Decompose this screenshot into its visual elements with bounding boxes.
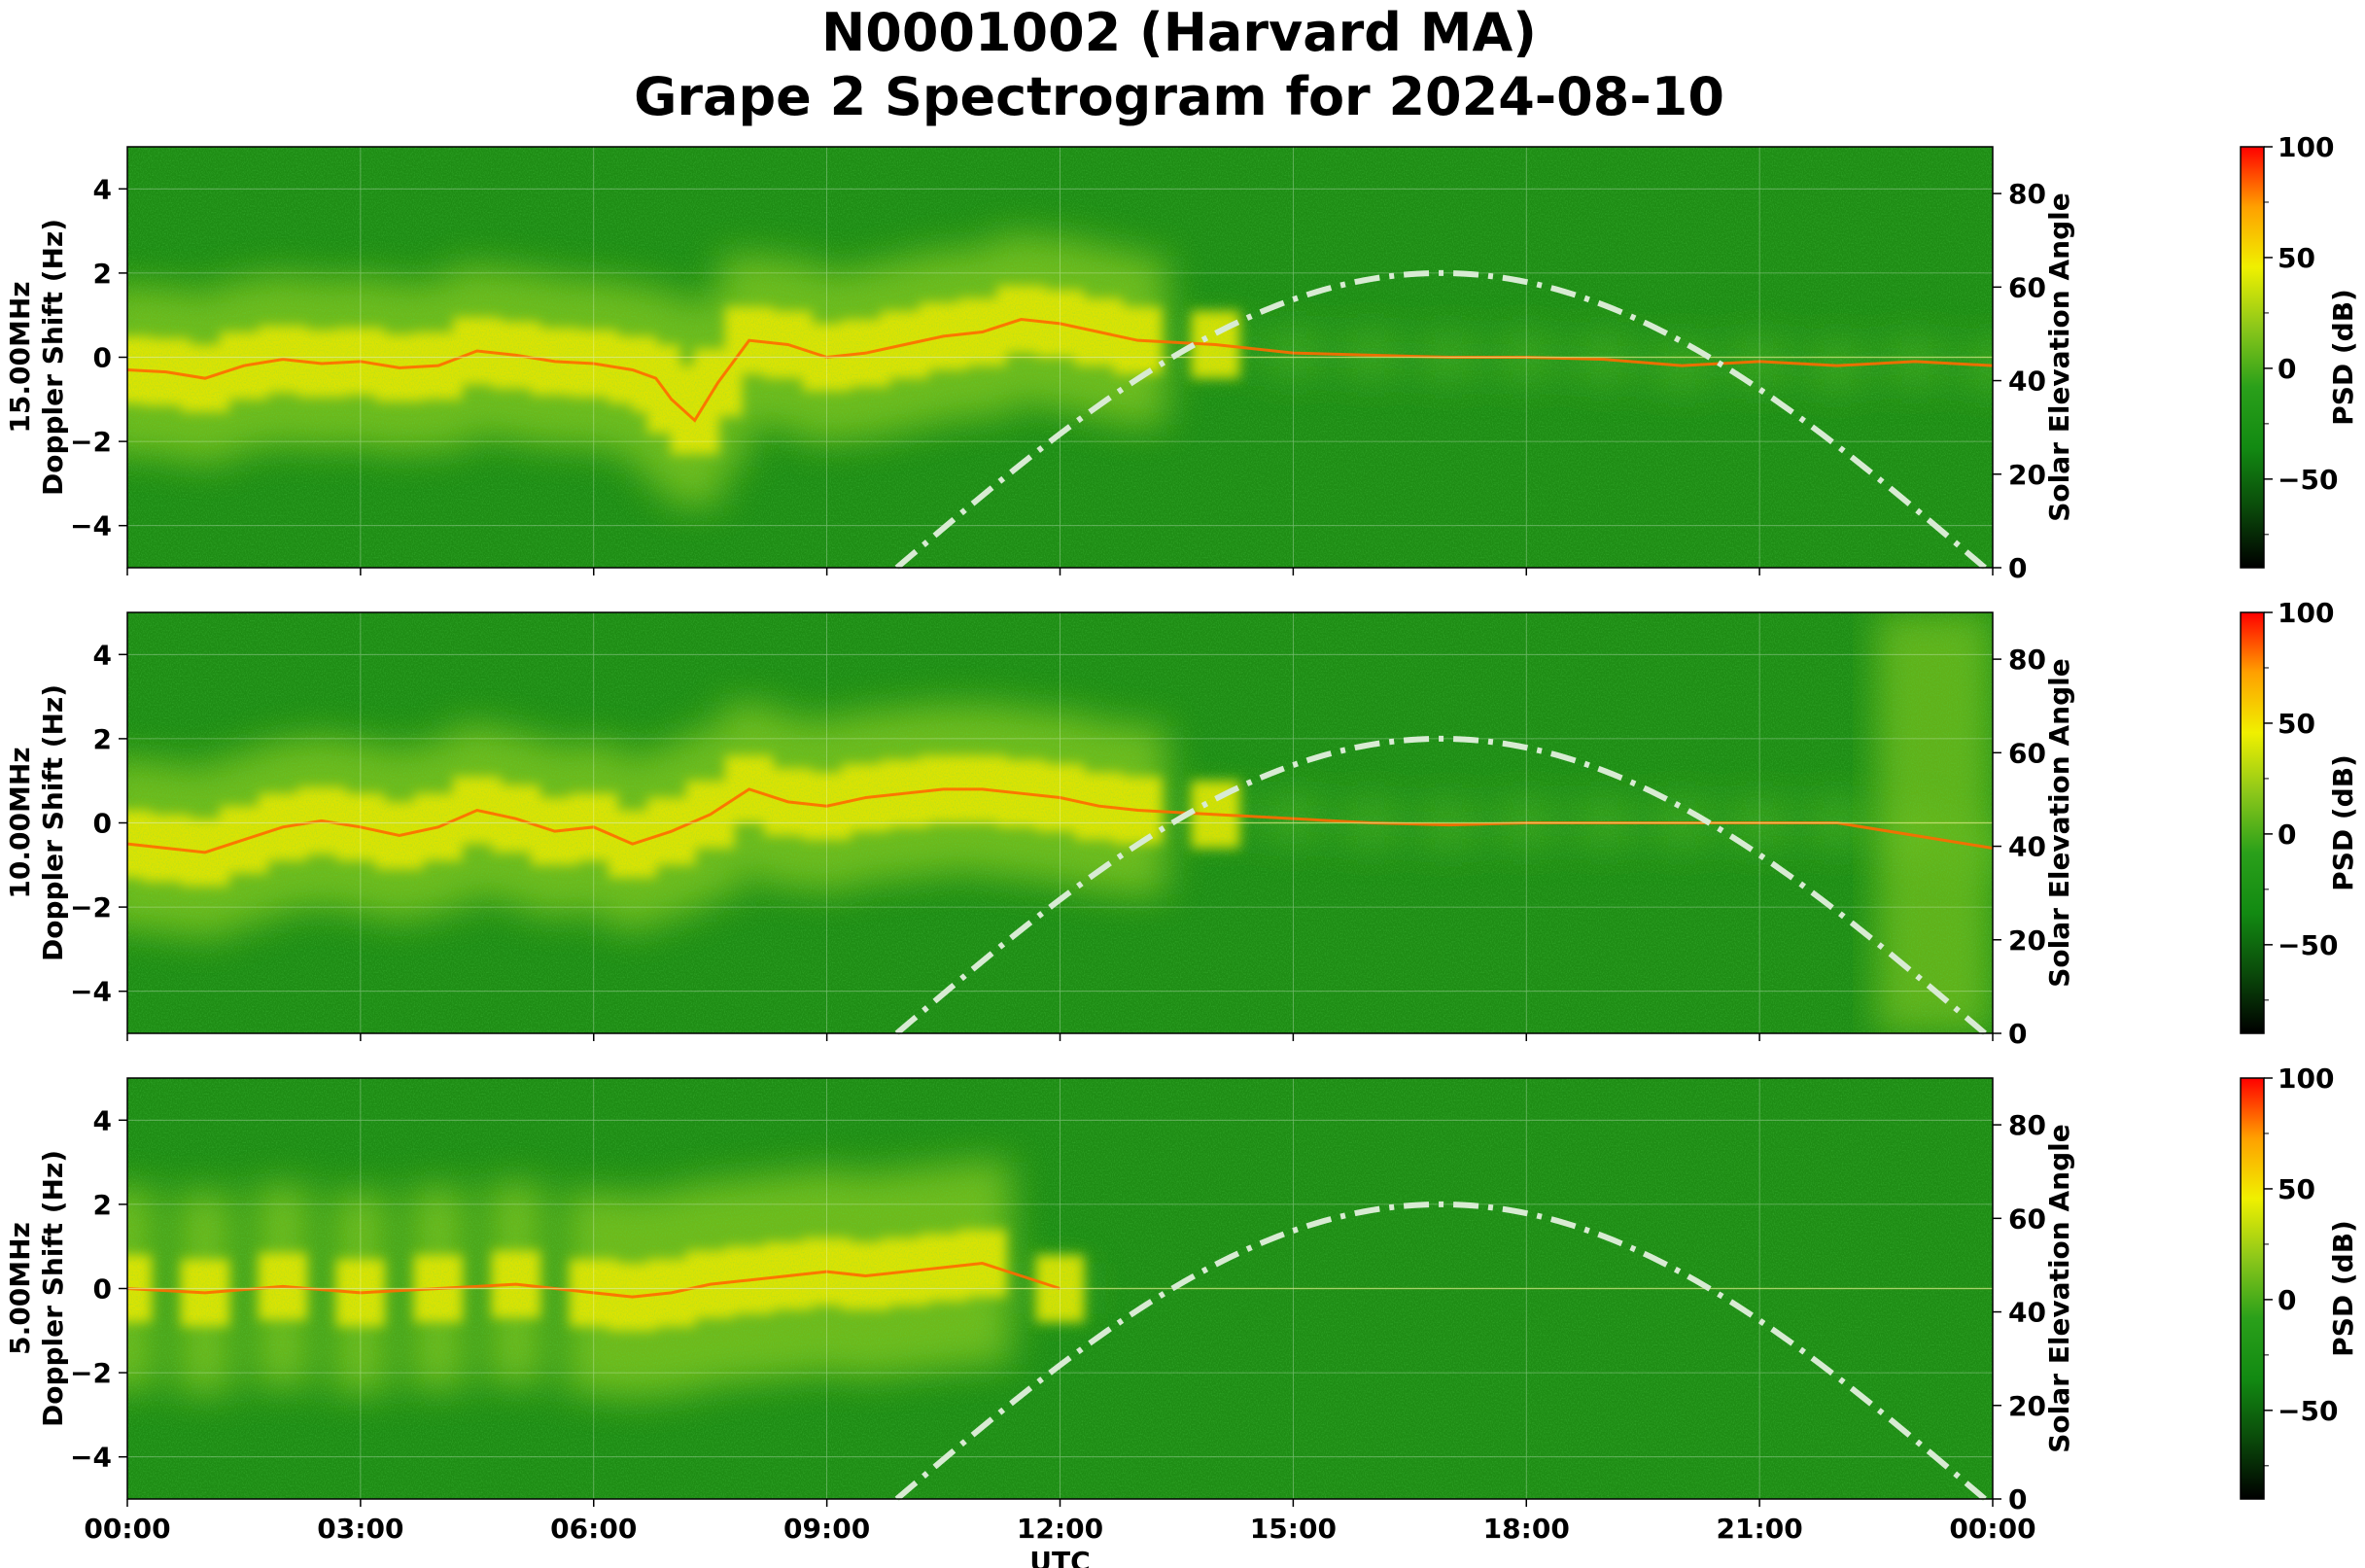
gridlines xyxy=(127,147,1993,568)
band-label: 15.00MHz xyxy=(4,281,36,433)
y-tick-label: 0 xyxy=(93,1273,112,1306)
colorbar-tick-label: 0 xyxy=(2278,819,2296,851)
colorbar-tick-label: −50 xyxy=(2278,464,2338,496)
y2-axis-label: Solar Elevation Angle xyxy=(2043,192,2075,521)
x-tick-label: 21:00 xyxy=(1717,1513,1803,1545)
y-tick-label: 0 xyxy=(93,342,112,374)
heatmap-image xyxy=(127,147,1993,568)
solar-elevation-line xyxy=(894,735,1987,1036)
gridlines xyxy=(127,1078,1993,1499)
colorbar-5.00MHz: 100 50 0 −50 PSD (dB) xyxy=(2240,1063,2359,1500)
y-tick-label: 4 xyxy=(93,173,112,205)
colorbar-15.00MHz: 100 50 0 −50 PSD (dB) xyxy=(2240,131,2359,569)
y2-tick-label: 20 xyxy=(2008,1390,2046,1422)
y2-tick-label: 0 xyxy=(2008,552,2027,584)
colorbars: 100 50 0 −50 PSD (dB) 100 50 0 −50 PSD (dB) 100 50 0… xyxy=(2240,131,2359,1500)
y2-tick-label: 20 xyxy=(2008,924,2046,957)
y2-tick-label: 80 xyxy=(2008,178,2046,210)
x-axis-label: UTC xyxy=(1029,1546,1090,1568)
heatmap-image xyxy=(127,612,1993,1033)
y2-tick-label: 0 xyxy=(2008,1018,2027,1050)
y-tick-label: −4 xyxy=(70,976,112,1008)
colorbar-label: PSD (dB) xyxy=(2327,754,2359,891)
y-axis-label: Doppler Shift (Hz) xyxy=(37,1150,69,1427)
colorbar-tick-label: −50 xyxy=(2278,1395,2338,1427)
colorbar-tick-label: 0 xyxy=(2278,1284,2296,1316)
x-tick-label: 06:00 xyxy=(550,1513,637,1545)
x-tick-label: 00:00 xyxy=(1949,1513,2035,1545)
x-tick-label: 09:00 xyxy=(783,1513,870,1545)
y-tick-label: −2 xyxy=(70,891,112,923)
colorbar-tick-label: 50 xyxy=(2278,242,2315,274)
y2-tick-label: 0 xyxy=(2008,1483,2027,1516)
y-tick-label: −4 xyxy=(70,510,112,542)
y2-tick-label: 20 xyxy=(2008,459,2046,491)
colorbar-gradient xyxy=(2240,146,2265,569)
y2-tick-label: 60 xyxy=(2008,1202,2046,1235)
y-tick-label: 4 xyxy=(93,1104,112,1136)
colorbar-tick-label: 50 xyxy=(2278,708,2315,740)
y-axis-label: Doppler Shift (Hz) xyxy=(37,684,69,961)
x-tick-label: 15:00 xyxy=(1250,1513,1337,1545)
y-tick-label: −2 xyxy=(70,426,112,458)
y-tick-label: −2 xyxy=(70,1357,112,1389)
colorbar-tick-label: 100 xyxy=(2278,131,2334,163)
title-line-1: N0001002 (Harvard MA) xyxy=(821,2,1537,63)
gridlines xyxy=(127,612,1993,1033)
colorbar-gradient xyxy=(2240,1077,2265,1500)
colorbar-tick-label: 100 xyxy=(2278,1063,2334,1095)
y-tick-label: −4 xyxy=(70,1442,112,1474)
solar-elevation-line xyxy=(894,269,1987,571)
y-tick-label: 2 xyxy=(93,258,112,290)
band-label: 5.00MHz xyxy=(4,1222,36,1355)
title-line-2: Grape 2 Spectrogram for 2024-08-10 xyxy=(634,66,1724,127)
y2-tick-label: 80 xyxy=(2008,644,2046,676)
colorbar-gradient xyxy=(2240,611,2265,1034)
y-axis-label: Doppler Shift (Hz) xyxy=(37,219,69,496)
heatmap-image xyxy=(127,1078,1993,1499)
colorbar-tick-label: 50 xyxy=(2278,1173,2315,1205)
y2-tick-label: 60 xyxy=(2008,271,2046,303)
x-tick-label: 12:00 xyxy=(1017,1513,1103,1545)
figure-title: N0001002 (Harvard MA) Grape 2 Spectrogra… xyxy=(634,2,1724,127)
colorbar-tick-label: −50 xyxy=(2278,929,2338,961)
y2-tick-label: 40 xyxy=(2008,366,2046,398)
y2-axis-label: Solar Elevation Angle xyxy=(2043,1124,2075,1452)
y2-axis-label: Solar Elevation Angle xyxy=(2043,658,2075,987)
y-tick-label: 2 xyxy=(93,723,112,755)
colorbar-tick-label: 0 xyxy=(2278,353,2296,385)
y2-tick-label: 40 xyxy=(2008,1297,2046,1329)
colorbar-label: PSD (dB) xyxy=(2327,289,2359,426)
colorbar-tick-label: 100 xyxy=(2278,597,2334,629)
band-label: 10.00MHz xyxy=(4,747,36,898)
x-tick-label: 00:00 xyxy=(84,1513,170,1545)
y-tick-label: 0 xyxy=(93,808,112,840)
x-tick-label: 03:00 xyxy=(317,1513,403,1545)
y2-tick-label: 80 xyxy=(2008,1109,2046,1141)
solar-elevation-line xyxy=(894,1201,1987,1502)
y2-tick-label: 40 xyxy=(2008,831,2046,863)
colorbar-label: PSD (dB) xyxy=(2327,1220,2359,1357)
y2-tick-label: 60 xyxy=(2008,737,2046,769)
y-tick-label: 4 xyxy=(93,639,112,671)
y-tick-label: 2 xyxy=(93,1189,112,1221)
x-tick-label: 18:00 xyxy=(1483,1513,1570,1545)
colorbar-10.00MHz: 100 50 0 −50 PSD (dB) xyxy=(2240,597,2359,1034)
